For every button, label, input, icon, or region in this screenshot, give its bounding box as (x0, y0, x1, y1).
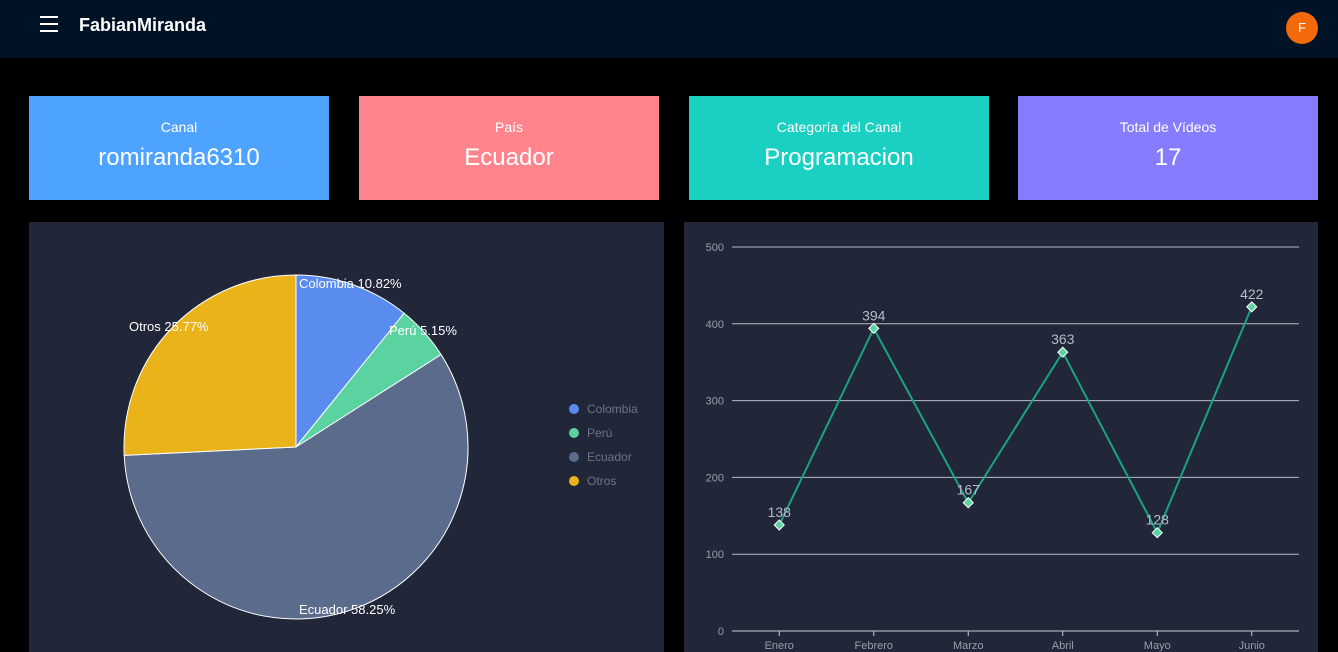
y-tick-label: 200 (706, 472, 724, 484)
y-tick-label: 400 (706, 319, 724, 331)
pie-label-ecuador: Ecuador 58.25% (299, 602, 396, 617)
data-point[interactable] (773, 519, 785, 531)
legend-label: Colombia (587, 402, 638, 416)
data-point[interactable] (868, 322, 880, 335)
legend-item-otros[interactable]: Otros (569, 474, 616, 488)
pie-slice-otros[interactable] (123, 274, 297, 456)
data-point[interactable] (1246, 301, 1258, 313)
legend-marker (569, 452, 579, 462)
pie-label-otros: Otros 25.77% (129, 319, 209, 334)
card-value: Programacion (764, 144, 914, 171)
card-value: Ecuador (464, 144, 554, 171)
x-tick-label: Junio (1239, 640, 1265, 652)
pie-slice-colombia[interactable] (295, 274, 405, 449)
data-point[interactable] (1057, 346, 1069, 358)
card-label: Canal (160, 119, 198, 135)
card-value: 17 (1154, 144, 1182, 171)
x-tick-label: Febrero (854, 640, 893, 652)
line-chart: 0 100 200 300 400 500 Enero Febrero Marzo Abril Ma… (706, 242, 1299, 652)
legend-marker (569, 428, 579, 438)
y-tick-label: 300 (706, 396, 724, 408)
y-tick-label: 0 (718, 626, 724, 638)
x-tick-label: Enero (765, 640, 794, 652)
pie-slice-ecuador[interactable] (123, 353, 469, 620)
legend-item-perú[interactable]: Perú (569, 426, 612, 440)
pie-label-colombia: Colombia 10.82% (299, 276, 402, 291)
legend-marker (569, 476, 579, 486)
pie-chart: Colombia 10.82% Perú 5.15% Ecuador 58.25% O… (123, 274, 638, 620)
data-label: 167 (957, 482, 981, 498)
card-label: País (494, 119, 523, 135)
legend-label: Perú (587, 426, 612, 440)
country-card: País Ecuador (359, 96, 659, 200)
brand-title: FabianMiranda (79, 15, 207, 35)
top-bar: FabianMiranda F (0, 0, 1338, 58)
legend-label: Ecuador (587, 450, 632, 464)
hamburger-menu-icon[interactable] (40, 16, 58, 32)
total-videos-card: Total de Vídeos 17 (1018, 96, 1318, 200)
data-label: 363 (1051, 331, 1075, 347)
data-label: 394 (862, 307, 886, 323)
data-point[interactable] (962, 497, 974, 509)
line-chart-panel: 0 100 200 300 400 500 Enero Febrero Marzo Abril Ma… (684, 222, 1318, 652)
legend-label: Otros (587, 474, 616, 488)
data-point[interactable] (1151, 526, 1163, 539)
data-label: 128 (1146, 512, 1170, 528)
y-tick-label: 500 (706, 242, 724, 254)
category-card: Categoría del Canal Programacion (689, 96, 989, 200)
pie-chart-panel: Colombia 10.82% Perú 5.15% Ecuador 58.25% O… (29, 222, 664, 652)
legend-item-ecuador[interactable]: Ecuador (569, 450, 632, 464)
data-label: 422 (1240, 286, 1264, 302)
x-tick-label: Mayo (1144, 640, 1171, 652)
x-tick-label: Marzo (953, 640, 984, 652)
card-label: Total de Vídeos (1119, 119, 1217, 135)
data-label: 138 (768, 504, 792, 520)
legend-marker (569, 404, 579, 414)
x-tick-label: Abril (1052, 640, 1074, 652)
y-tick-label: 100 (706, 549, 724, 561)
channel-card: Canal romiranda6310 (29, 96, 329, 200)
card-label: Categoría del Canal (776, 119, 902, 135)
pie-label-perú: Perú 5.15% (389, 323, 457, 338)
user-avatar[interactable]: F (1286, 12, 1318, 44)
series-line (778, 306, 1253, 536)
legend-item-colombia[interactable]: Colombia (569, 402, 638, 416)
card-value: romiranda6310 (98, 144, 260, 171)
